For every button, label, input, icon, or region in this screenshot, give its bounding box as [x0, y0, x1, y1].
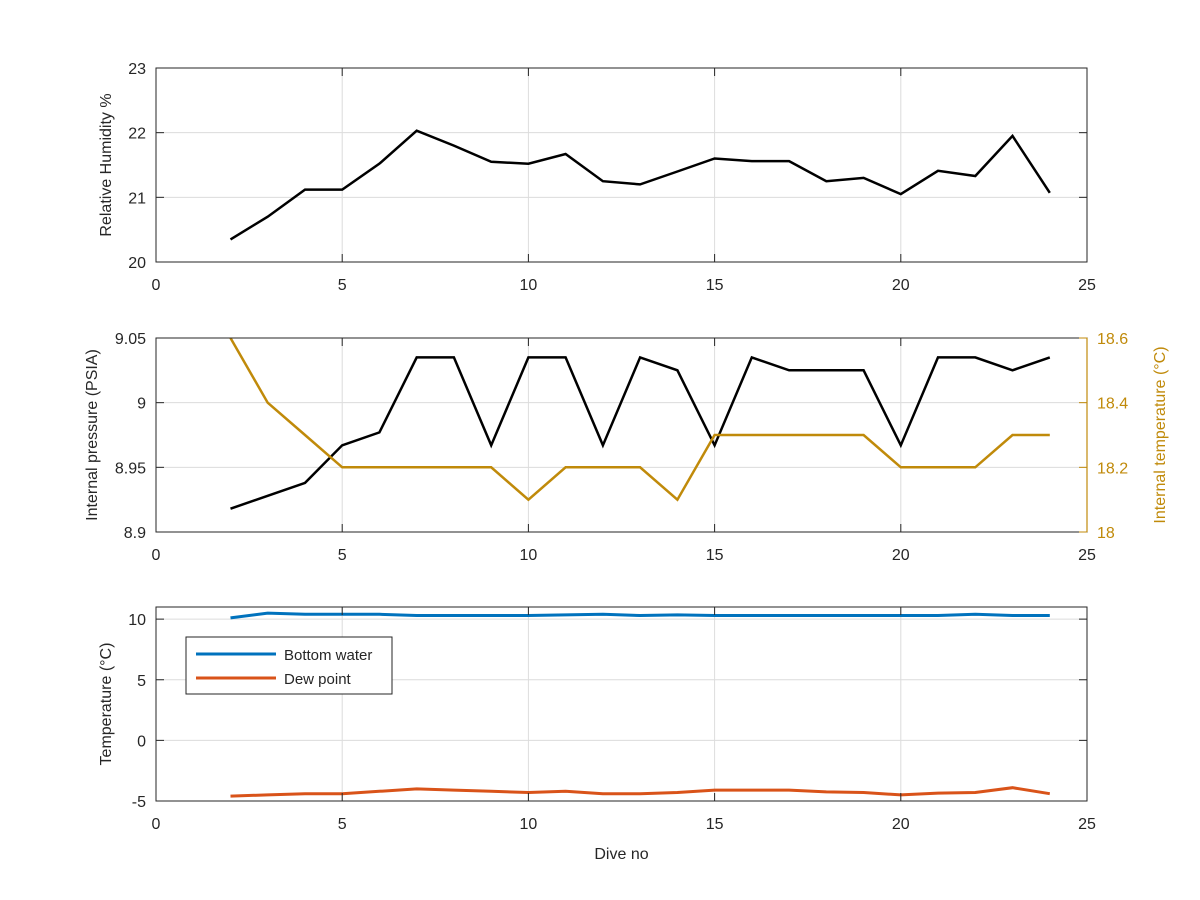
chart-panel-2: 0 5 10 15 20 25 8.9 8.95 9 9.05 18 18.2 18.4 18.6 Inte… — [84, 331, 1169, 564]
axes-box — [155, 606, 1088, 802]
chart-panel-3: 0 5 10 15 20 25 -5 0 5 10 Temperature (°C) Dive no B… — [98, 606, 1096, 863]
y-axis-label: Temperature (°C) — [98, 643, 115, 766]
y-tick-label: 9.05 — [115, 331, 146, 348]
x-tick-label: 20 — [892, 277, 910, 294]
x-tick-label: 20 — [892, 547, 910, 564]
y2-tick-label: 18.4 — [1097, 396, 1128, 413]
chart-panel-1: 0 5 10 15 20 25 20 21 22 23 Relative Humidity % — [98, 61, 1096, 294]
x-tick-label: 15 — [706, 277, 724, 294]
axes-box — [155, 67, 1088, 263]
x-tick-label: 5 — [338, 816, 347, 833]
y2-tick-label: 18.2 — [1097, 460, 1128, 477]
y-tick-label: 10 — [128, 612, 146, 629]
y-tick-label: -5 — [132, 794, 146, 811]
series-line-2 — [229, 337, 1050, 502]
y-tick-label: 5 — [137, 673, 146, 690]
y2-tick-label: 18.6 — [1097, 331, 1128, 348]
x-axis-label: Dive no — [594, 846, 648, 863]
series-line-bottom-water — [230, 611, 1050, 620]
series-line-1 — [230, 355, 1051, 510]
y-tick-label: 9 — [137, 396, 146, 413]
x-tick-label: 0 — [152, 816, 161, 833]
legend-label: Dew point — [284, 671, 352, 688]
y-axis-label: Relative Humidity % — [98, 93, 115, 236]
y-tick-label: 23 — [128, 61, 146, 78]
x-tick-label: 10 — [520, 816, 538, 833]
x-tick-label: 10 — [520, 277, 538, 294]
x-tick-label: 0 — [152, 277, 161, 294]
y-tick-label: 21 — [128, 190, 146, 207]
x-tick-label: 15 — [706, 816, 724, 833]
x-tick-label: 25 — [1078, 277, 1096, 294]
x-tick-label: 20 — [892, 816, 910, 833]
y2-tick-label: 18 — [1097, 525, 1115, 542]
x-tick-label: 25 — [1078, 816, 1096, 833]
y-tick-label: 8.95 — [115, 460, 146, 477]
x-tick-label: 25 — [1078, 547, 1096, 564]
x-tick-label: 10 — [520, 547, 538, 564]
y2-axis-label: Internal temperature (°C) — [1152, 346, 1169, 523]
y-tick-label: 0 — [137, 733, 146, 750]
y-tick-label: 22 — [128, 126, 146, 143]
series-line-1 — [229, 129, 1051, 241]
y-tick-label: 8.9 — [124, 525, 146, 542]
x-tick-label: 5 — [338, 547, 347, 564]
axes-box — [155, 337, 1088, 533]
x-tick-label: 0 — [152, 547, 161, 564]
x-tick-label: 15 — [706, 547, 724, 564]
legend-label: Bottom water — [284, 647, 372, 664]
legend-box — [185, 636, 393, 695]
series-line-dew-point — [230, 786, 1051, 798]
y-tick-label: 20 — [128, 255, 146, 272]
y-axis-label: Internal pressure (PSIA) — [84, 349, 101, 521]
x-tick-label: 5 — [338, 277, 347, 294]
legend: Bottom water Dew point — [185, 636, 393, 695]
